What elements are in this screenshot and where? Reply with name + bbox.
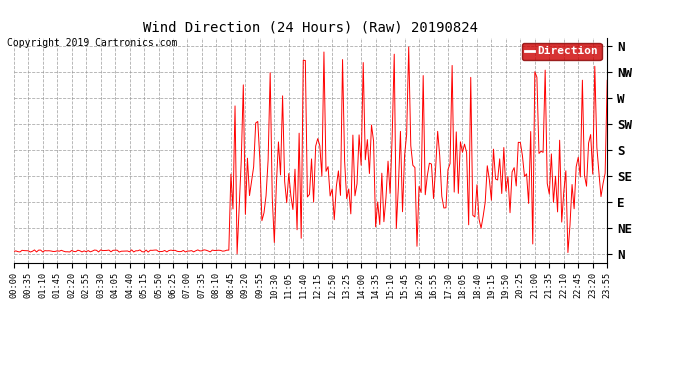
- Text: Copyright 2019 Cartronics.com: Copyright 2019 Cartronics.com: [7, 38, 177, 48]
- Title: Wind Direction (24 Hours) (Raw) 20190824: Wind Direction (24 Hours) (Raw) 20190824: [143, 21, 478, 35]
- Legend: Direction: Direction: [522, 43, 602, 60]
